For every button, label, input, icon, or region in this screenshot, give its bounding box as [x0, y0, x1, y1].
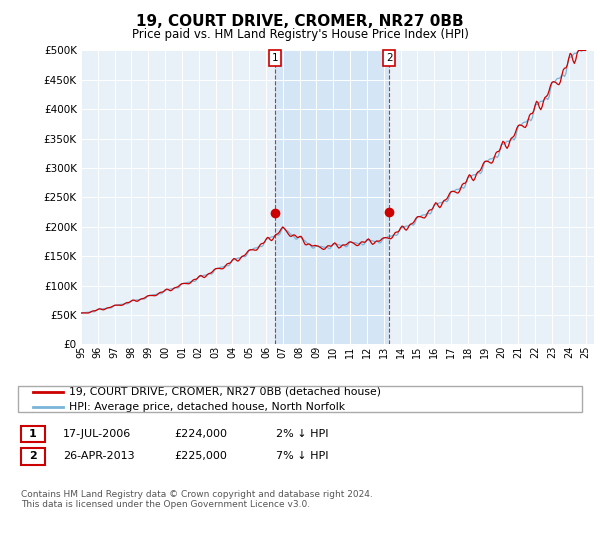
Text: 1: 1: [272, 53, 278, 63]
Text: £225,000: £225,000: [174, 451, 227, 461]
Text: 2% ↓ HPI: 2% ↓ HPI: [276, 429, 329, 439]
Text: 26-APR-2013: 26-APR-2013: [63, 451, 134, 461]
Text: 17-JUL-2006: 17-JUL-2006: [63, 429, 131, 439]
Text: Price paid vs. HM Land Registry's House Price Index (HPI): Price paid vs. HM Land Registry's House …: [131, 28, 469, 41]
Text: 19, COURT DRIVE, CROMER, NR27 0BB (detached house): 19, COURT DRIVE, CROMER, NR27 0BB (detac…: [69, 387, 381, 397]
Bar: [275, 50, 389, 344]
Text: 19, COURT DRIVE, CROMER, NR27 0BB: 19, COURT DRIVE, CROMER, NR27 0BB: [136, 14, 464, 29]
Text: 2: 2: [29, 451, 37, 461]
Text: 1: 1: [29, 429, 37, 439]
Text: HPI: Average price, detached house, North Norfolk: HPI: Average price, detached house, Nort…: [69, 402, 345, 412]
Text: 7% ↓ HPI: 7% ↓ HPI: [276, 451, 329, 461]
Text: 2: 2: [386, 53, 392, 63]
Text: £224,000: £224,000: [174, 429, 227, 439]
Text: Contains HM Land Registry data © Crown copyright and database right 2024.
This d: Contains HM Land Registry data © Crown c…: [21, 490, 373, 510]
